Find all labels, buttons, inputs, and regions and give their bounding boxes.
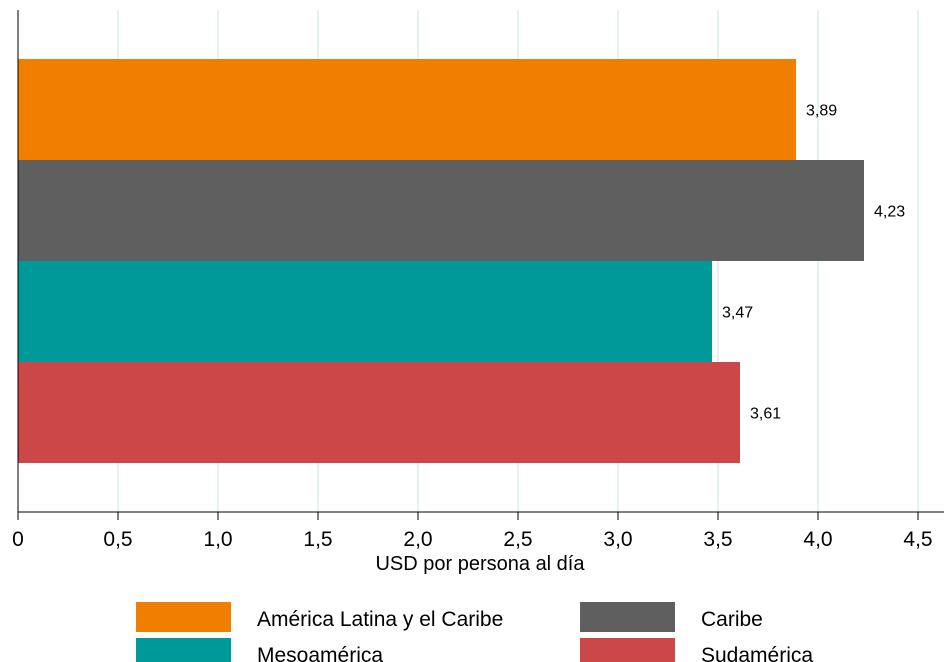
- x-tick-label: 2,5: [503, 528, 532, 551]
- legend-swatch: [136, 638, 231, 662]
- legend-swatch: [580, 638, 675, 662]
- x-tick-label: 4,5: [903, 528, 932, 551]
- bar-value-label: 4,23: [874, 204, 905, 221]
- bars: [18, 59, 864, 463]
- x-tick-label: 0: [12, 528, 24, 551]
- bar-value-label: 3,61: [750, 406, 781, 423]
- bar: [18, 261, 712, 362]
- x-tick-label: 3,0: [603, 528, 632, 551]
- x-tick-label: 2,0: [403, 528, 432, 551]
- x-tick-label: 1,0: [203, 528, 232, 551]
- bar: [18, 362, 740, 463]
- bar-value-label: 3,47: [722, 305, 753, 322]
- data-labels: 3,89 4,23 3,47 3,61: [722, 103, 905, 423]
- bar: [18, 59, 796, 160]
- legend: América Latina y el Caribe Caribe Mesoamér…: [136, 602, 813, 662]
- legend-swatch: [580, 602, 675, 632]
- legend-label: Mesoamérica: [257, 644, 383, 662]
- x-axis: 0 0,5 1,0 1,5 2,0 2,5 3,0 3,5 4,0 4,5: [12, 10, 944, 551]
- legend-label: Caribe: [701, 608, 763, 631]
- legend-label: América Latina y el Caribe: [257, 608, 503, 631]
- x-tick-label: 4,0: [803, 528, 832, 551]
- x-tick-label: 0,5: [103, 528, 132, 551]
- legend-swatch: [136, 602, 231, 632]
- x-axis-title: USD por persona al día: [375, 553, 585, 575]
- x-tick-label: 3,5: [703, 528, 732, 551]
- x-tick-label: 1,5: [303, 528, 332, 551]
- legend-label: Sudamérica: [701, 644, 813, 662]
- bar: [18, 160, 864, 261]
- bar-value-label: 3,89: [806, 103, 837, 120]
